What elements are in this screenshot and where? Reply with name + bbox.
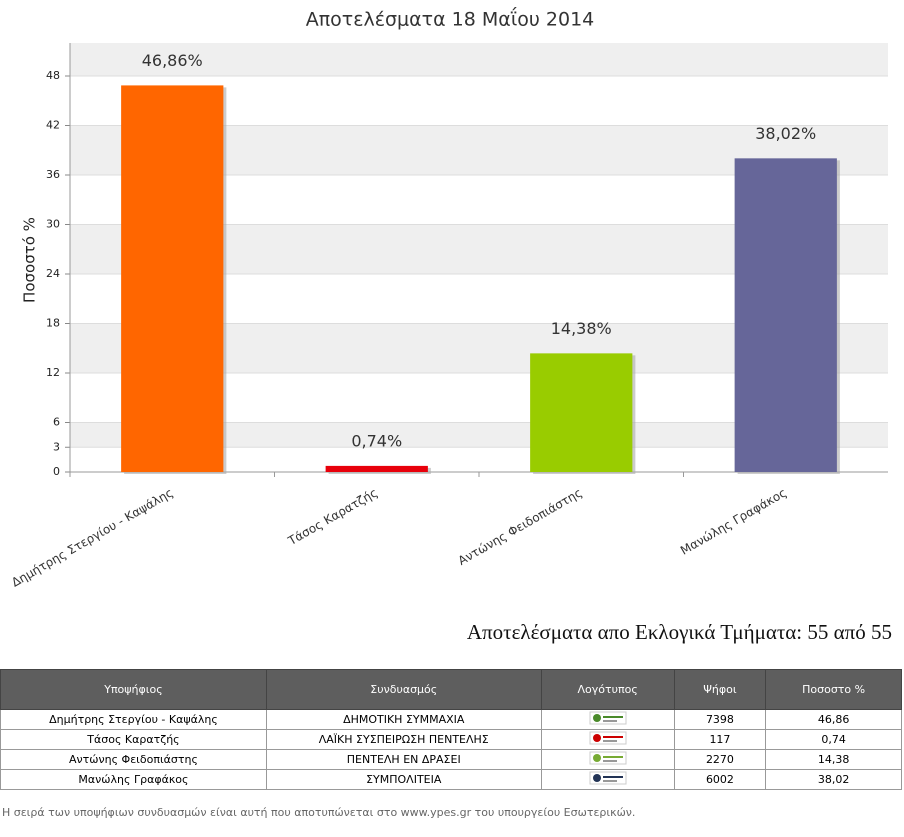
table-row: Μανώλης Γραφάκος ΣΥΜΠΟΛΙΤΕΙΑ 6002 38,02 [0,769,902,790]
table-cell: 117 [673,729,767,750]
table-cell: 46,86 [765,709,902,730]
y-tick-label: 48 [46,69,60,82]
y-tick-label: 24 [46,267,60,280]
table-cell [540,769,675,790]
column-header: Ψήφοι [673,669,767,710]
table-cell: ΛΑΪΚΗ ΣΥΣΠΕΙΡΩΣΗ ΠΕΝΤΕΛΗΣ [265,729,542,750]
data-label: 38,02% [755,124,816,143]
table-cell: Μανώλης Γραφάκος [0,769,267,790]
y-tick-label: 30 [46,218,60,231]
bar [121,85,224,472]
table-cell [540,729,675,750]
bar [734,158,837,472]
table-row: Τάσος Καρατζής ΛΑΪΚΗ ΣΥΣΠΕΙΡΩΣΗ ΠΕΝΤΕΛΗΣ 1… [0,729,902,750]
y-tick-label: 0 [53,465,60,478]
table-cell: ΣΥΜΠΟΛΙΤΕΙΑ [265,769,542,790]
chart-title: Αποτελέσματα 18 Μαΐου 2014 [306,7,595,31]
bar [530,353,633,472]
grid-band [70,43,888,76]
party-logo [589,711,627,725]
party-logo [589,751,627,765]
party-logo [589,771,627,785]
table-cell: ΔΗΜΟΤΙΚΗ ΣΥΜΜΑΧΙΑ [265,709,542,730]
table-cell: Αντώνης Φειδοπιάστης [0,749,267,770]
y-tick-label: 36 [46,168,60,181]
data-label: 14,38% [551,319,612,338]
table-cell: Δημήτρης Στεργίου - Καψάλης [0,709,267,730]
table-body: Δημήτρης Στεργίου - Καψάλης ΔΗΜΟΤΙΚΗ ΣΥΜΜ… [0,709,902,790]
table-cell: ΠΕΝΤΕΛΗ ΕΝ ΔΡΑΣΕΙ [265,749,542,770]
y-tick-label: 3 [53,440,60,453]
column-header: Ποσοστο % [765,669,902,710]
table-cell [540,749,675,770]
table-cell: Τάσος Καρατζής [0,729,267,750]
x-tick-label: Τάσος Καρατζής [285,486,380,549]
results-table: Υποψήφιος Συνδυασμός Λογότυπος Ψήφοι Ποσοστο… [0,669,902,790]
y-tick-label: 42 [46,119,60,132]
table-cell: 0,74 [765,729,902,750]
footnote: Η σειρά των υποψήφιων συνδυασμών είναι α… [2,806,636,819]
data-label: 46,86% [142,51,203,70]
results-heading: Αποτελέσματα απο Εκλογικά Τμήματα: 55 απ… [466,620,892,644]
chart: Αποτελέσματα 18 Μαΐου 2014 Ποσοστό % 036… [9,7,888,590]
y-axis-label: Ποσοστό % [21,217,39,303]
table-row: Δημήτρης Στεργίου - Καψάλης ΔΗΜΟΤΙΚΗ ΣΥΜΜ… [0,709,902,730]
table-cell: 6002 [673,769,767,790]
data-label: 0,74% [351,431,402,450]
header-row: Υποψήφιος Συνδυασμός Λογότυπος Ψήφοι Ποσοστο… [0,669,902,710]
table-cell: 38,02 [765,769,902,790]
table-cell: 7398 [673,709,767,730]
bar [325,465,428,472]
table-cell [540,709,675,730]
table-row: Αντώνης Φειδοπιάστης ΠΕΝΤΕΛΗ ΕΝ ΔΡΑΣΕΙ 227… [0,749,902,770]
party-logo [589,731,627,745]
y-tick-label: 18 [46,317,60,330]
table-cell: 2270 [673,749,767,770]
table-cell: 14,38 [765,749,902,770]
x-tick-label: Αντώνης Φειδοπιάστης [456,486,585,568]
x-tick-label: Δημήτρης Στεργίου - Καψάλης [9,486,175,590]
x-tick-label: Μανώλης Γραφάκος [678,486,789,558]
y-tick-label: 12 [46,366,60,379]
column-header: Λογότυπος [540,669,675,710]
column-header: Υποψήφιος [0,669,267,710]
column-header: Συνδυασμός [265,669,542,710]
y-tick-label: 6 [53,416,60,429]
